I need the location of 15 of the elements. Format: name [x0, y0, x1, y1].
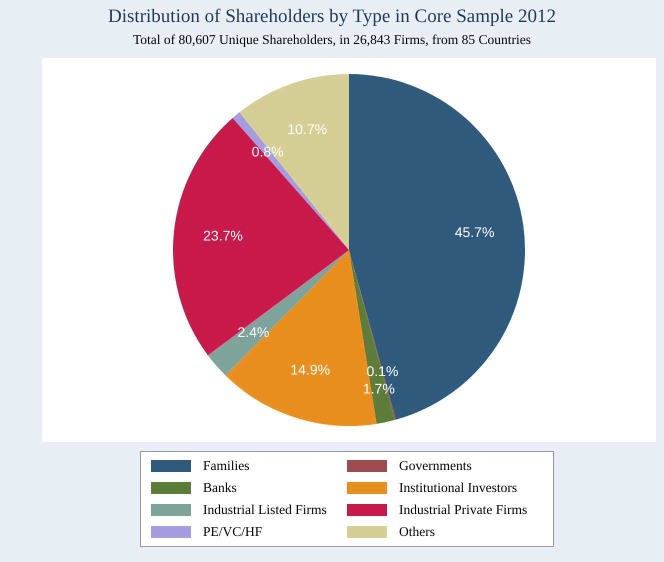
legend-label: Institutional Investors [399, 480, 518, 496]
legend-label: PE/VC/HF [203, 524, 262, 540]
chart-subtitle: Total of 80,607 Unique Shareholders, in 26,843 Firms, from 85 Countries [132, 32, 532, 48]
data-label: 23.7% [203, 228, 243, 244]
chart-title: Distribution of Shareholders by Type in Core Sample 2012 [107, 6, 557, 28]
data-label: 14.9% [290, 362, 330, 378]
legend-label: Families [203, 458, 250, 474]
data-label: 10.7% [287, 121, 328, 138]
data-label: 0.8% [252, 144, 284, 160]
legend-label: Industrial Listed Firms [203, 502, 327, 518]
legend-label: Industrial Private Firms [399, 502, 528, 518]
legend-label: Governments [399, 458, 472, 474]
data-label: 45.7% [454, 224, 494, 240]
legend-label: Others [399, 524, 435, 540]
legend-label: Banks [203, 480, 237, 496]
